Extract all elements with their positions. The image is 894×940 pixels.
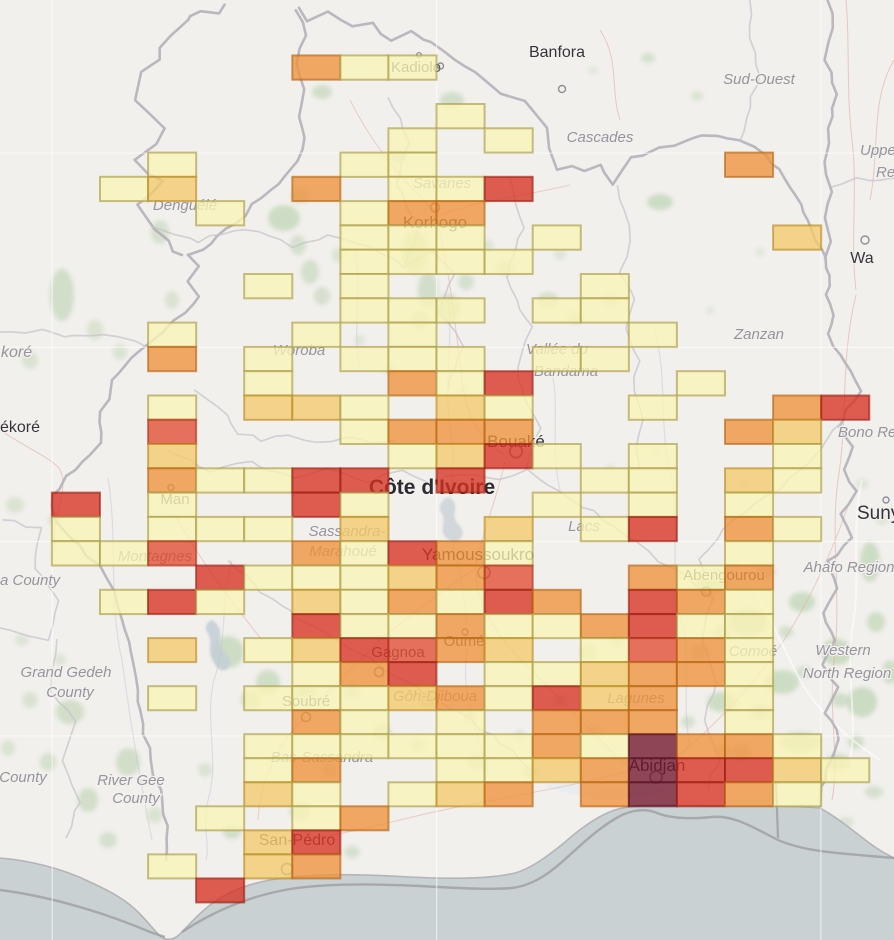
- svg-text:Cascades: Cascades: [567, 129, 634, 146]
- svg-text:a County: a County: [0, 572, 62, 589]
- svg-text:County: County: [0, 769, 48, 786]
- svg-text:Wa: Wa: [850, 250, 874, 267]
- svg-text:Bono Re: Bono Re: [838, 424, 894, 441]
- svg-text:North Region: North Region: [803, 665, 891, 682]
- svg-text:Ahafo Region: Ahafo Region: [803, 559, 894, 576]
- svg-text:Re: Re: [876, 164, 894, 181]
- svg-text:koré: koré: [1, 344, 32, 361]
- svg-text:County: County: [112, 790, 161, 807]
- svg-text:County: County: [46, 684, 95, 701]
- svg-text:River Gee: River Gee: [97, 772, 165, 789]
- svg-text:ékoré: ékoré: [0, 419, 40, 436]
- svg-text:Sud-Ouest: Sud-Ouest: [723, 71, 796, 88]
- svg-text:Zanzan: Zanzan: [733, 326, 784, 343]
- svg-text:Grand Gedeh: Grand Gedeh: [21, 664, 112, 681]
- svg-text:Upper: Upper: [860, 142, 894, 159]
- svg-text:Western: Western: [815, 642, 871, 659]
- svg-text:Banfora: Banfora: [529, 44, 585, 61]
- svg-text:Suny: Suny: [857, 503, 894, 524]
